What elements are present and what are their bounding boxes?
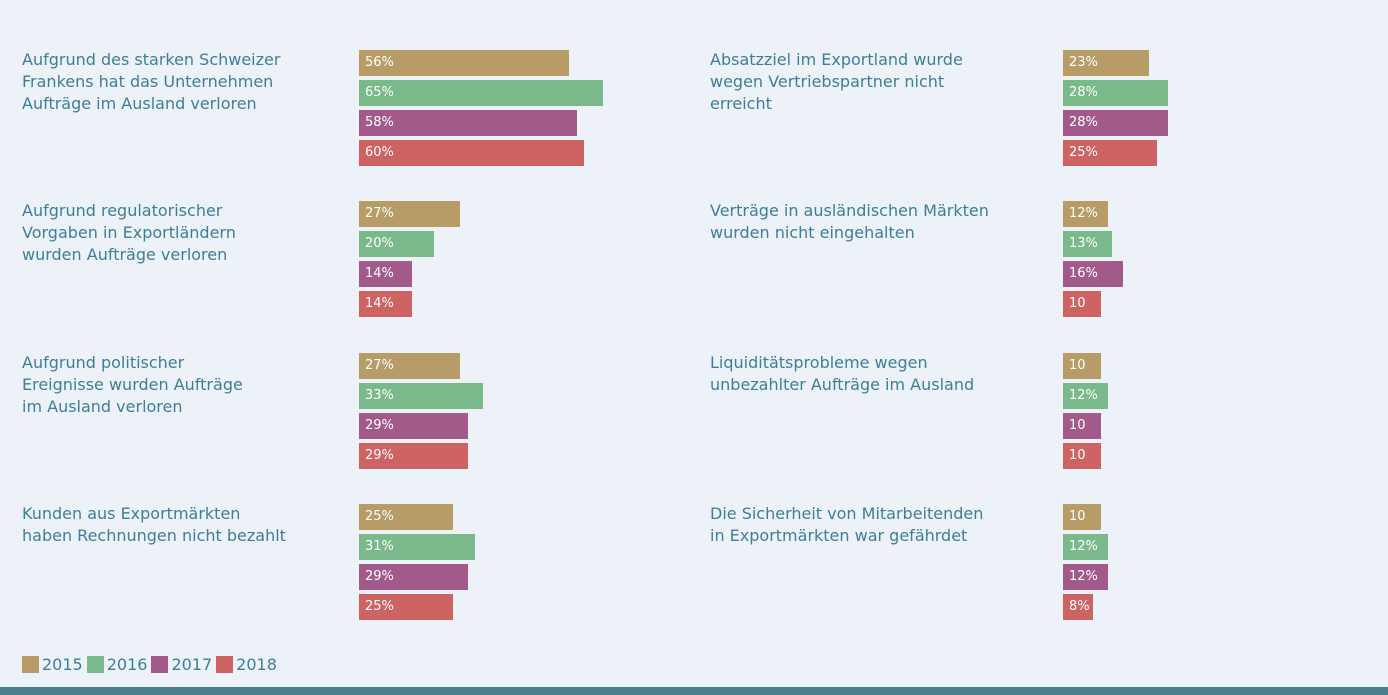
value-label: 16% (1069, 266, 1098, 281)
legend-label: 2015 (42, 655, 83, 674)
legend-swatch (151, 656, 169, 673)
value-label: 29% (365, 569, 394, 584)
legend-item: 2018 (216, 655, 277, 674)
bar: 14% (359, 291, 412, 317)
bar: 12% (1063, 564, 1108, 590)
bar: 29% (359, 443, 468, 469)
bar: 14% (359, 261, 412, 287)
bar: 25% (1063, 140, 1157, 166)
bar: 65% (359, 80, 603, 106)
value-label: 28% (1069, 115, 1098, 130)
bar: 25% (359, 594, 453, 620)
bar: 12% (1063, 201, 1108, 227)
bar: 29% (359, 413, 468, 439)
value-label: 25% (365, 509, 394, 524)
category-label: Die Sicherheit von Mitarbeitenden in Exp… (710, 504, 984, 545)
value-label: 8% (1069, 599, 1090, 614)
bar: 10 (1063, 413, 1101, 439)
value-label: 25% (365, 599, 394, 614)
category-label: Aufgrund regulatorischer Vorgaben in Exp… (22, 201, 236, 264)
bar: 28% (1063, 110, 1168, 136)
bar: 12% (1063, 534, 1108, 560)
value-label: 14% (365, 296, 394, 311)
value-label: 27% (365, 358, 394, 373)
legend-label: 2016 (106, 655, 148, 674)
bar: 25% (359, 504, 453, 530)
legend-item: 2016 (86, 655, 148, 674)
legend-item: 2015 (22, 655, 83, 674)
legend-label: 2017 (171, 655, 213, 674)
category-label: Liquiditätsprobleme wegen unbezahlter Au… (710, 353, 975, 394)
legend-item: 2017 (151, 655, 212, 674)
legend-swatch (86, 656, 104, 673)
category-label: Kunden aus Exportmärkten haben Rechnunge… (22, 504, 286, 545)
category-label: Aufgrund des starken Schweizer Frankens … (22, 50, 281, 113)
value-label: 60% (365, 145, 394, 160)
bar: 10 (1063, 353, 1101, 379)
category-label: Aufgrund politischer Ereignisse wurden A… (22, 353, 243, 416)
bar: 12% (1063, 383, 1108, 409)
bar: 27% (359, 201, 461, 227)
bar: 58% (359, 110, 577, 136)
value-label: 56% (365, 55, 394, 70)
value-label: 25% (1069, 145, 1098, 160)
bar: 10 (1063, 443, 1101, 469)
value-label: 65% (365, 85, 394, 100)
bar: 31% (359, 534, 476, 560)
legend-label: 2018 (236, 655, 277, 674)
footer-bar (0, 687, 1388, 695)
value-label: 13% (1069, 236, 1098, 251)
value-label: 27% (365, 206, 394, 221)
bar: 10 (1063, 291, 1101, 317)
bar: 10 (1063, 504, 1101, 530)
bar: 13% (1063, 231, 1112, 257)
bar: 56% (359, 50, 569, 76)
value-label: 12% (1069, 569, 1098, 584)
value-label: 10 (1069, 418, 1086, 433)
category-label: Verträge in ausländischen Märkten wurden… (710, 201, 989, 242)
value-label: 14% (365, 266, 394, 281)
value-label: 58% (365, 115, 394, 130)
bar: 27% (359, 353, 461, 379)
value-label: 12% (1069, 206, 1098, 221)
legend-swatch (22, 656, 39, 673)
value-label: 23% (1069, 55, 1098, 70)
value-label: 31% (365, 539, 394, 554)
legend: 2015 2016 2017 2018 (22, 655, 281, 674)
bar: 33% (359, 383, 483, 409)
bar: 16% (1063, 261, 1123, 287)
value-label: 29% (365, 418, 394, 433)
bar: 60% (359, 140, 584, 166)
value-label: 10 (1069, 358, 1086, 373)
bar: 23% (1063, 50, 1150, 76)
bar: 8% (1063, 594, 1093, 620)
value-label: 10 (1069, 448, 1086, 463)
legend-swatch (216, 656, 234, 673)
value-label: 10 (1069, 296, 1086, 311)
value-label: 10 (1069, 509, 1086, 524)
value-label: 29% (365, 448, 394, 463)
value-label: 12% (1069, 388, 1098, 403)
bar: 29% (359, 564, 468, 590)
bar: 28% (1063, 80, 1168, 106)
category-label: Absatzziel im Exportland wurde wegen Ver… (710, 50, 963, 113)
value-label: 28% (1069, 85, 1098, 100)
value-label: 33% (365, 388, 394, 403)
value-label: 12% (1069, 539, 1098, 554)
bar: 20% (359, 231, 434, 257)
value-label: 20% (365, 236, 394, 251)
